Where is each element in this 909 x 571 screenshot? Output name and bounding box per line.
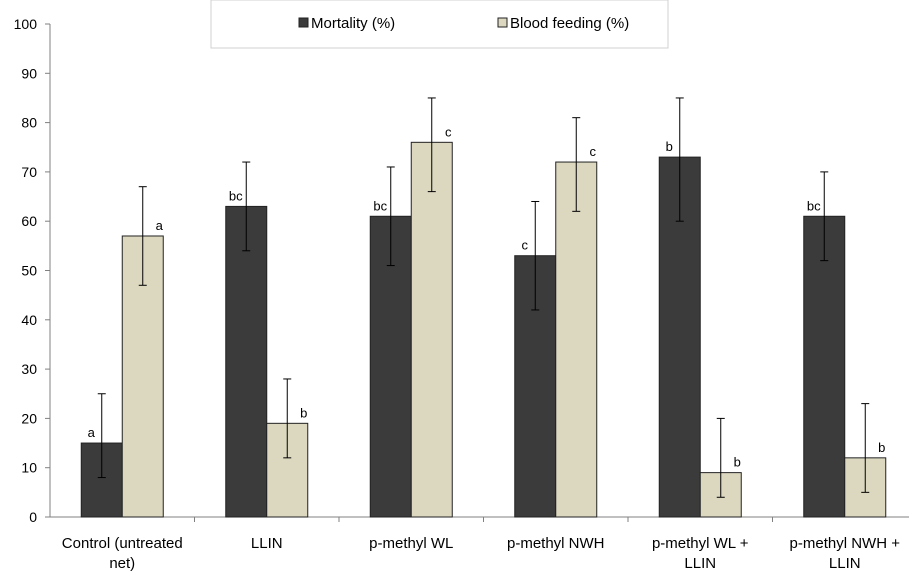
- legend-swatch-mortality: [298, 17, 309, 28]
- y-tick-label-60: 60: [21, 213, 37, 229]
- significance-label: bc: [373, 198, 387, 213]
- bars: [80, 97, 887, 518]
- significance-label: bc: [229, 188, 243, 203]
- significance-label: a: [88, 425, 96, 440]
- category-label-line: p-methyl NWH: [507, 535, 605, 552]
- bar-mortality: [369, 215, 412, 518]
- legend: Mortality (%) Blood feeding (%): [210, 0, 669, 49]
- y-tick-label-40: 40: [21, 312, 37, 328]
- significance-label: b: [878, 440, 885, 455]
- category-label: p-methyl WL: [369, 535, 453, 552]
- y-tick-label-10: 10: [21, 460, 37, 476]
- y-tick-label-80: 80: [21, 115, 37, 131]
- significance-label: a: [156, 218, 164, 233]
- category-label: Control (untreated net): [62, 535, 183, 571]
- significance-label: c: [590, 144, 597, 159]
- significance-label: c: [522, 238, 529, 253]
- category-label: LLIN: [251, 535, 283, 552]
- legend-swatch-blood-feeding: [497, 17, 508, 28]
- y-tick-label-70: 70: [21, 164, 37, 180]
- significance-label: b: [300, 405, 307, 420]
- category-label-line: p-methyl WL +: [652, 535, 749, 552]
- bar-mortality: [225, 205, 268, 518]
- category-label-line: LLIN: [251, 535, 283, 552]
- category-label-line: net): [109, 555, 135, 571]
- category-label-line: Control (untreated: [62, 535, 183, 552]
- bar-mortality: [803, 215, 846, 518]
- y-tick-label-30: 30: [21, 361, 37, 377]
- y-tick-label-0: 0: [29, 509, 37, 525]
- category-label: p-methyl WL + LLIN: [652, 535, 749, 571]
- category-label-line: p-methyl NWH +: [790, 535, 901, 552]
- category-label-line: LLIN: [684, 555, 716, 571]
- y-tick-label-90: 90: [21, 65, 37, 81]
- significance-label: c: [445, 124, 452, 139]
- significance-label: b: [734, 455, 741, 470]
- y-tick-label-20: 20: [21, 410, 37, 426]
- bar-blood-feeding: [410, 141, 453, 518]
- bar-blood-feeding: [555, 161, 598, 518]
- category-label-line: LLIN: [829, 555, 861, 571]
- legend-label-blood-feeding: Blood feeding (%): [510, 15, 629, 32]
- axes: 0 10 20 30 40 50 60 70 80 90 100: [14, 16, 909, 525]
- labels: Control (untreated net) LLIN p-methyl WL p-m…: [62, 124, 900, 571]
- y-tick-label-100: 100: [14, 16, 38, 32]
- category-label-line: p-methyl WL: [369, 535, 453, 552]
- legend-box: [210, 0, 669, 49]
- significance-label: bc: [807, 198, 821, 213]
- y-tick-label-50: 50: [21, 263, 37, 279]
- significance-label: b: [666, 139, 673, 154]
- legend-label-mortality: Mortality (%): [311, 15, 395, 32]
- category-label: p-methyl NWH + LLIN: [790, 535, 901, 571]
- category-label: p-methyl NWH: [507, 535, 605, 552]
